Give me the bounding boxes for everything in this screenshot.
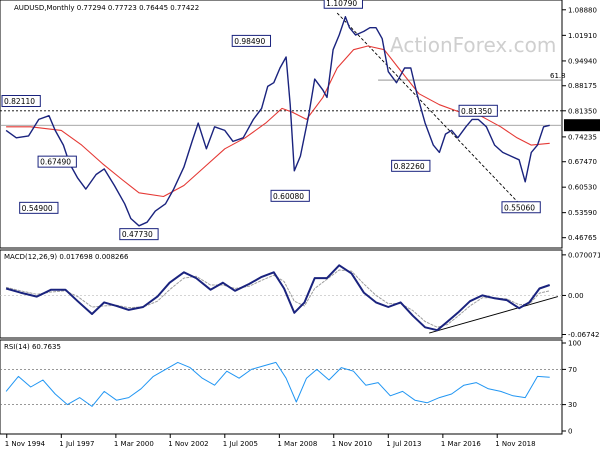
price-y-tick-3: 0.88175	[568, 82, 597, 90]
price-annotation-0: 0.82110	[1, 95, 41, 108]
x-tick-label-6: 1 Nov 2010	[332, 440, 372, 448]
x-tick-label-0: 1 Nov 1994	[5, 440, 46, 448]
price-annotation-label-0: 0.82110	[4, 97, 35, 106]
price-trendline-0	[336, 12, 522, 206]
price-annotation-6: 1.10790	[323, 0, 363, 9]
macd-trendline-0	[429, 296, 559, 334]
price-series	[5, 16, 550, 227]
x-tick-label-3: 1 Nov 2002	[168, 440, 208, 448]
macd-trendline	[429, 296, 559, 334]
watermark: ActionForex.com	[390, 33, 556, 57]
price-annotation-box-3	[119, 228, 159, 241]
price-annotation-label-3: 0.47730	[122, 230, 153, 239]
price-annotation-box-1	[37, 155, 77, 168]
price-y-axis: 1.08880 1.01910 0.94940 0.88175 0.81350 0.742…	[562, 6, 597, 242]
macd-line	[5, 264, 551, 332]
x-tick-label-5: 1 Mar 2008	[277, 440, 317, 448]
price-annotation-box-9	[501, 201, 541, 214]
price-y-tick-1: 1.01910	[568, 32, 597, 40]
rsi-panel-frame	[0, 339, 563, 435]
rsi-y-tick-0: 100	[568, 340, 581, 348]
price-annotation-label-1: 0.67490	[40, 158, 71, 167]
current-price-label: 0.77422	[567, 122, 596, 130]
price-annotation-9: 0.55060	[501, 201, 541, 214]
price-annotation-label-5: 0.60080	[273, 192, 304, 201]
fib-label: 61.8	[550, 72, 566, 80]
price-annotation-box-2	[19, 201, 59, 214]
price-annotation-box-0	[1, 95, 41, 108]
x-tick-label-2: 1 Mar 2000	[114, 440, 154, 448]
price-annotation-4: 0.98490	[231, 34, 272, 47]
current-price-box	[564, 119, 600, 132]
price-line	[5, 16, 550, 227]
macd-y-tick-0: 0.070071	[568, 251, 600, 259]
x-tick-label-4: 1 Jul 2005	[223, 440, 258, 448]
rsi-y-axis: 100 70 30 0	[562, 340, 581, 436]
price-trendlines	[336, 12, 522, 206]
rsi-y-tick-1: 70	[568, 366, 577, 374]
macd-series	[5, 264, 551, 332]
macd-signal-line	[5, 269, 550, 328]
price-annotation-label-7: 0.82260	[394, 162, 425, 171]
macd-panel-title: MACD(12,26,9) 0.017698 0.008266	[4, 253, 129, 261]
price-annotation-label-9: 0.55060	[504, 203, 535, 212]
rsi-y-tick-3: 0	[568, 428, 572, 436]
x-tick-label-7: 1 Jul 2013	[386, 440, 421, 448]
price-annotation-1: 0.67490	[37, 155, 77, 168]
price-y-tick-6: 0.67470	[568, 158, 597, 166]
rsi-y-tick-2: 30	[568, 401, 577, 409]
price-annotation-label-8: 0.81350	[461, 107, 492, 116]
rsi-series	[5, 361, 550, 407]
price-annotation-box-4	[231, 34, 272, 47]
current-price-marker: 0.77422	[564, 119, 600, 132]
price-annotation-7: 0.82260	[391, 159, 431, 172]
macd-y-axis: 0.070071 0.00 -0.067423	[562, 251, 600, 339]
price-annotation-label-6: 1.10790	[326, 0, 357, 8]
price-annotation-8: 0.81350	[458, 104, 498, 117]
rsi-line	[5, 361, 550, 407]
price-annotations: 0.82110 0.67490 0.54900 0.47730 0.98490 0.600…	[1, 0, 541, 241]
price-y-tick-0: 1.08880	[568, 6, 597, 14]
macd-y-tick-2: -0.067423	[568, 331, 600, 339]
macd-y-tick-1: 0.00	[568, 292, 584, 300]
x-tick-label-8: 1 Mar 2016	[441, 440, 481, 448]
macd-signal-series	[5, 269, 550, 328]
price-annotation-box-7	[391, 159, 431, 172]
x-tick-label-9: 1 Nov 2018	[495, 440, 535, 448]
price-annotation-label-2: 0.54900	[22, 204, 53, 213]
price-annotation-box-6	[323, 0, 363, 9]
price-annotation-box-8	[458, 104, 498, 117]
price-y-tick-8: 0.53590	[568, 209, 597, 217]
x-tick-label-1: 1 Jul 1997	[59, 440, 94, 448]
x-axis: 1 Nov 1994 1 Jul 1997 1 Mar 2000 1 Nov 2002…	[5, 434, 536, 448]
price-y-tick-9: 0.46765	[568, 234, 597, 242]
price-y-tick-4: 0.81350	[568, 107, 597, 115]
price-panel-title: AUDUSD,Monthly 0.77294 0.77723 0.76445 0…	[14, 4, 199, 12]
rsi-panel-title: RSI(14) 60.7635	[4, 343, 61, 351]
price-y-tick-2: 0.94940	[568, 57, 597, 65]
macd-panel-frame	[0, 249, 563, 339]
price-annotation-2: 0.54900	[19, 201, 59, 214]
fibonacci-marker: 61.8	[378, 72, 566, 81]
price-annotation-box-5	[270, 189, 310, 202]
price-annotation-label-4: 0.98490	[234, 37, 265, 46]
price-annotation-5: 0.60080	[270, 189, 310, 202]
price-y-tick-7: 0.60530	[568, 184, 597, 192]
price-y-tick-5: 0.74235	[568, 133, 597, 141]
price-panel-frame	[0, 0, 563, 249]
price-annotation-3: 0.47730	[119, 228, 159, 241]
